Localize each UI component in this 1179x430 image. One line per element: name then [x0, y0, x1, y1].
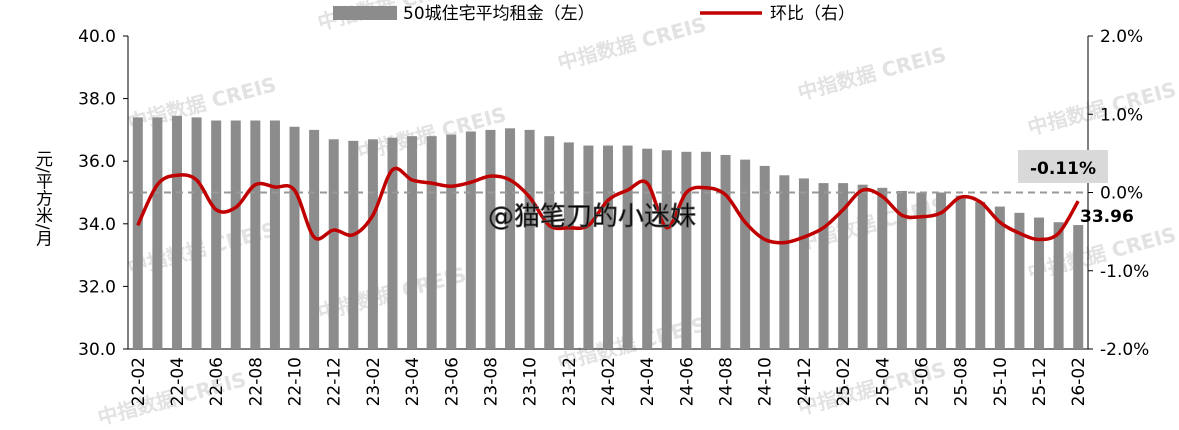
- y2-tick-label: 0.0%: [1100, 184, 1143, 204]
- x-tick-label: 25-08: [952, 357, 972, 406]
- x-tick-label: 25-06: [912, 357, 932, 406]
- x-tick-label: 26-02: [1069, 357, 1089, 406]
- bar: [426, 136, 437, 349]
- bar: [916, 192, 927, 349]
- x-tick-label: 23-02: [364, 357, 384, 406]
- bar: [975, 201, 986, 349]
- bar: [857, 184, 868, 349]
- x-tick-label: 25-02: [834, 357, 854, 406]
- bar: [505, 128, 516, 349]
- label-box: [1018, 150, 1108, 183]
- x-tick-label: 24-04: [638, 357, 658, 406]
- bar: [955, 195, 966, 349]
- legend-swatch: [333, 6, 397, 20]
- x-tick-label: 24-06: [677, 357, 697, 406]
- y-axis-label: 元/平方米/月: [32, 150, 53, 246]
- bar: [446, 134, 457, 349]
- bar: [465, 131, 476, 349]
- x-tick-label: 23-06: [442, 357, 462, 406]
- y-tick-label: 30.0: [78, 340, 116, 360]
- y2-tick-label: -2.0%: [1100, 340, 1149, 360]
- bar: [309, 129, 320, 349]
- bar: [1034, 217, 1045, 349]
- x-tick-label: 23-12: [560, 357, 580, 406]
- x-tick-label: 22-04: [168, 357, 188, 406]
- bar: [191, 117, 202, 349]
- x-tick-label: 23-04: [403, 357, 423, 406]
- data-label: 33.96: [1080, 207, 1134, 227]
- bar: [230, 120, 241, 349]
- bar: [211, 120, 222, 349]
- bar: [289, 126, 300, 350]
- bar: [485, 129, 496, 349]
- bar: [661, 150, 672, 349]
- bar: [896, 190, 907, 349]
- bar: [779, 175, 790, 349]
- bar: [681, 151, 692, 349]
- x-tick-label: 25-12: [1030, 357, 1050, 406]
- bar: [994, 206, 1005, 349]
- x-tick-label: 24-08: [717, 357, 737, 406]
- bar: [132, 117, 143, 349]
- bar: [152, 117, 163, 349]
- y-tick-label: 32.0: [78, 277, 116, 297]
- x-tick-label: 22-12: [325, 357, 345, 406]
- legend-label: 50城住宅平均租金（左）: [403, 4, 595, 24]
- x-tick-label: 24-02: [599, 357, 619, 406]
- data-label: -0.11%: [1030, 159, 1096, 179]
- y-tick-label: 34.0: [78, 215, 116, 235]
- bar: [250, 120, 261, 349]
- x-tick-label: 25-10: [991, 357, 1011, 406]
- x-tick-label: 25-04: [873, 357, 893, 406]
- x-tick-label: 23-08: [481, 357, 501, 406]
- legend-label: 环比（右）: [770, 4, 855, 24]
- x-tick-label: 22-08: [246, 357, 266, 406]
- x-tick-label: 24-12: [795, 357, 815, 406]
- bar: [622, 145, 633, 349]
- y2-tick-label: -1.0%: [1100, 262, 1149, 282]
- bar: [877, 187, 888, 349]
- y-tick-label: 40.0: [78, 27, 116, 47]
- bar: [936, 192, 947, 349]
- bar: [171, 115, 182, 349]
- bar: [642, 148, 653, 349]
- bar: [407, 136, 418, 349]
- y-tick-label: 36.0: [78, 152, 116, 172]
- x-tick-label: 22-02: [129, 357, 149, 406]
- bar: [328, 139, 339, 349]
- bar: [269, 120, 280, 349]
- watermark: 中指数据 CREIS: [795, 42, 949, 105]
- bar: [759, 165, 770, 349]
- y-tick-label: 38.0: [78, 90, 116, 110]
- bar: [798, 178, 809, 349]
- bar: [524, 129, 535, 349]
- bar: [1073, 225, 1084, 349]
- bar: [818, 183, 829, 349]
- y2-tick-label: 2.0%: [1100, 27, 1143, 47]
- watermark: @猫笔刀的小迷妹: [488, 202, 696, 232]
- x-tick-label: 23-10: [521, 357, 541, 406]
- bar: [720, 154, 731, 349]
- bar: [348, 140, 359, 349]
- bar: [367, 139, 378, 349]
- bar: [838, 183, 849, 349]
- bar: [544, 136, 555, 349]
- bar: [583, 145, 594, 349]
- bar: [1053, 222, 1064, 349]
- bar: [603, 145, 613, 349]
- bar: [1014, 212, 1025, 349]
- bar: [740, 159, 751, 349]
- x-tick-label: 22-10: [286, 357, 306, 406]
- bar: [700, 151, 711, 349]
- y2-tick-label: 1.0%: [1100, 105, 1143, 125]
- bar: [387, 137, 398, 349]
- line: [136, 166, 1080, 245]
- bar: [563, 142, 574, 349]
- x-tick-label: 24-10: [756, 357, 776, 406]
- x-tick-label: 22-06: [207, 357, 227, 406]
